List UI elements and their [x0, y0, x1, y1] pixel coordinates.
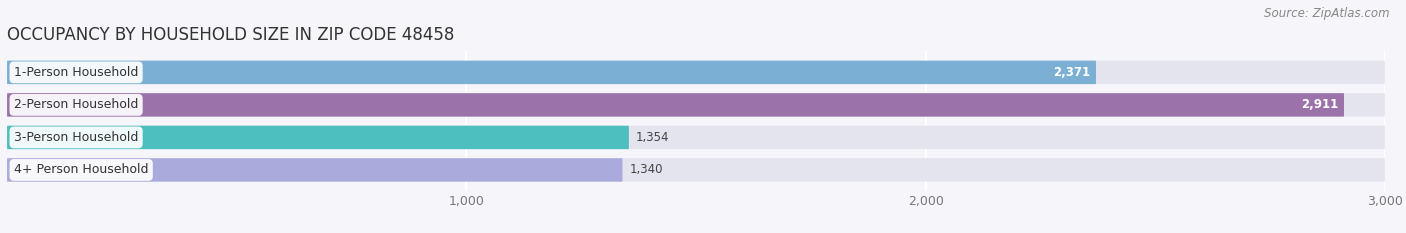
- FancyBboxPatch shape: [7, 126, 1385, 149]
- FancyBboxPatch shape: [7, 61, 1097, 84]
- FancyBboxPatch shape: [7, 158, 623, 182]
- Text: 2-Person Household: 2-Person Household: [14, 98, 138, 111]
- Text: 2,371: 2,371: [1053, 66, 1091, 79]
- Text: 1,354: 1,354: [636, 131, 669, 144]
- FancyBboxPatch shape: [7, 126, 628, 149]
- FancyBboxPatch shape: [7, 93, 1344, 116]
- Text: 1,340: 1,340: [630, 163, 662, 176]
- FancyBboxPatch shape: [7, 93, 1385, 116]
- FancyBboxPatch shape: [7, 61, 1385, 84]
- Text: OCCUPANCY BY HOUSEHOLD SIZE IN ZIP CODE 48458: OCCUPANCY BY HOUSEHOLD SIZE IN ZIP CODE …: [7, 26, 454, 44]
- Text: 1-Person Household: 1-Person Household: [14, 66, 138, 79]
- FancyBboxPatch shape: [7, 158, 1385, 182]
- Text: 4+ Person Household: 4+ Person Household: [14, 163, 149, 176]
- Text: 2,911: 2,911: [1302, 98, 1339, 111]
- Text: 3-Person Household: 3-Person Household: [14, 131, 138, 144]
- Text: Source: ZipAtlas.com: Source: ZipAtlas.com: [1264, 7, 1389, 20]
